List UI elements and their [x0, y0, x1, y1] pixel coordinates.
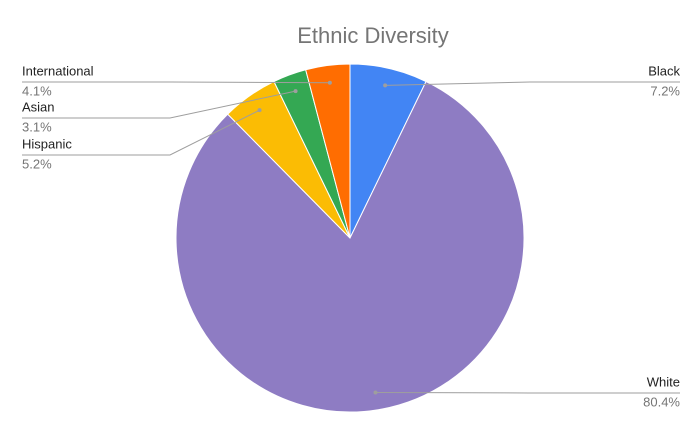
- pie-slice: [305, 63, 351, 239]
- slice-value-label: 5.2%: [22, 156, 52, 171]
- leader-line: [22, 109, 260, 156]
- leader-dot: [373, 390, 378, 395]
- leader-dot: [257, 108, 262, 113]
- leader-line: [385, 81, 680, 86]
- leader-dot: [293, 89, 298, 94]
- slice-value-label: 80.4%: [643, 394, 680, 409]
- pie-slice: [175, 80, 525, 413]
- slice-label: Hispanic: [22, 136, 72, 151]
- slice-value-label: 4.1%: [22, 83, 52, 98]
- slice-label: White: [647, 374, 680, 389]
- slice-value-label: 7.2%: [650, 83, 680, 98]
- slice-value-label: 3.1%: [22, 119, 52, 134]
- slice-label: Black: [648, 63, 680, 78]
- slice-label: Asian: [22, 99, 55, 114]
- leader-line: [22, 81, 330, 84]
- slice-label: International: [22, 63, 94, 78]
- leader-line: [22, 90, 296, 119]
- leader-dot: [383, 83, 388, 88]
- leader-dot: [327, 80, 332, 85]
- chart-title: Ethnic Diversity: [297, 23, 449, 48]
